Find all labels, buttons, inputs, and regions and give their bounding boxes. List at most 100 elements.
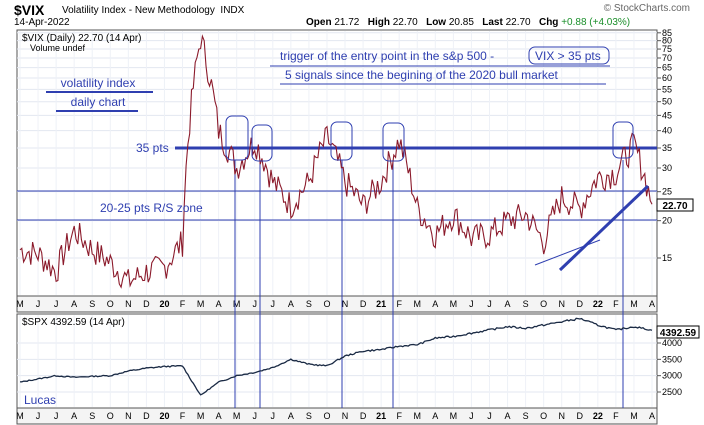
author-signature: Lucas [24,393,56,407]
spx-x-tick-label: J [252,411,257,421]
annotation-35-pts: 35 pts [136,141,169,155]
vix-panel-frame [16,29,658,297]
vix-y-tick-label: 70 [662,53,672,63]
vix-x-tick-label: 21 [376,299,386,309]
vix-x-tick-label: M [414,299,422,309]
vix-y-tick-label: 55 [662,84,672,94]
annotation-vix-box [528,46,610,65]
spx-x-tick-label: J [54,411,59,421]
vix-y-tick-label: 35 [662,143,672,153]
vix-y-tick-label: 30 [662,163,672,173]
vix-x-tick-label: A [216,299,222,309]
spx-x-tick-label: F [396,411,402,421]
vix-x-tick-label: F [613,299,619,309]
spx-y-tick-label: 3500 [662,354,682,364]
vix-x-tick-label: A [288,299,294,309]
signal-box-2 [251,124,273,162]
signal-box-5 [612,121,634,159]
spx-legend: $SPX 4392.59 (14 Apr) [22,317,125,328]
spx-x-tick-label: 21 [376,411,386,421]
spx-x-tick-label: O [540,411,547,421]
spx-x-tick-label: J [271,411,276,421]
vix-series-line [19,34,653,289]
spx-x-tick-label: F [613,411,619,421]
spx-panel-frame [16,313,658,409]
vix-x-tick-label: 22 [593,299,603,309]
spx-x-tick-label: A [71,411,77,421]
signal-box-4 [382,122,405,162]
vix-y-tick-label: 75 [662,44,672,54]
vix-last-value: 22.70 [662,201,687,212]
spx-x-tick-label: S [523,411,529,421]
vix-y-tick-label: 20 [662,216,672,226]
spx-last-value-tag [656,325,700,339]
vix-x-tick-label: D [577,299,584,309]
vix-x-tick-label: M [16,299,24,309]
watermark: © StockCharts.com [603,3,690,14]
vix-x-tick-label: S [89,299,95,309]
spx-x-tick-label: O [323,411,330,421]
chart-date: 14-Apr-2022 [14,17,70,28]
vix-x-tick-label: M [197,299,205,309]
vix-x-tick-label: J [487,299,492,309]
vix-y-tick-label: 85 [662,28,672,38]
vix-y-tick-label: 25 [662,187,672,197]
spx-x-tick-label: M [630,411,638,421]
annotation-vix-gt-35: VIX > 35 pts [535,49,601,63]
vix-y-tick-label: 65 [662,63,672,73]
spx-x-tick-label: A [216,411,222,421]
signal-box-1 [225,115,249,161]
spx-x-tick-label: J [487,411,492,421]
vix-x-tick-label: N [558,299,565,309]
volume-legend: Volume undef [30,43,86,53]
vix-x-tick-label: J [252,299,257,309]
vix-last-value-tag [656,198,694,212]
vix-y-tick-label: 80 [662,36,672,46]
spx-x-tick-label: S [306,411,312,421]
vix-x-tick-label: N [342,299,349,309]
spx-x-tick-label: N [342,411,349,421]
spx-x-tick-label: M [197,411,205,421]
annotation-rs-zone: 20-25 pts R/S zone [100,201,203,215]
spx-x-tick-label: 20 [159,411,169,421]
vix-x-tick-label: 20 [159,299,169,309]
spx-x-tick-label: D [577,411,584,421]
spx-last-value: 4392.59 [660,328,697,339]
annotation-five-signals: 5 signals since the begining of the 2020… [285,68,559,82]
spx-x-tick-label: M [16,411,24,421]
vix-x-tick-label: S [523,299,529,309]
vix-grid [17,31,657,295]
vix-y-tick-label: 40 [662,126,672,136]
ticker-symbol: $VIX [14,2,45,18]
spx-y-axis: 2500 3000 3500 4000 [657,338,682,397]
spx-x-tick-label: N [558,411,565,421]
annotation-daily-chart: daily chart [71,95,126,109]
vix-y-tick-label: 50 [662,97,672,107]
vix-x-tick-label: D [360,299,367,309]
vix-x-tick-label: O [540,299,547,309]
spx-x-tick-label: A [505,411,511,421]
vix-x-tick-label: J [36,299,41,309]
spx-y-tick-label: 2500 [662,387,682,397]
spx-x-tick-label: 22 [593,411,603,421]
annotation-trigger: trigger of the entry point in the s&p 50… [280,49,494,63]
vix-x-tick-label: J [469,299,474,309]
vix-x-tick-label: A [432,299,438,309]
vix-x-tick-label: A [71,299,77,309]
vix-x-tick-label: A [649,299,655,309]
chart-header: $VIX Volatility Index - New Methodology … [0,0,704,28]
signal-box-3 [330,121,353,161]
spx-x-tick-label: J [469,411,474,421]
signal-vertical-lines [234,160,624,408]
spx-x-tick-label: J [36,411,41,421]
vix-y-tick-label: 45 [662,110,672,120]
vix-x-tick-label: O [107,299,114,309]
vix-y-tick-label: 15 [662,253,672,263]
vix-legend: $VIX (Daily) 22.70 (14 Apr) [22,33,142,44]
spx-x-tick-label: D [143,411,150,421]
spx-x-tick-label: S [89,411,95,421]
spx-x-axis: M J J A S O N D 20 F M A M J J A S O N D 21 F M A M J J A S O N D 22 F M A [16,411,655,421]
vix-x-tick-label: F [180,299,186,309]
vix-x-tick-label: J [271,299,276,309]
